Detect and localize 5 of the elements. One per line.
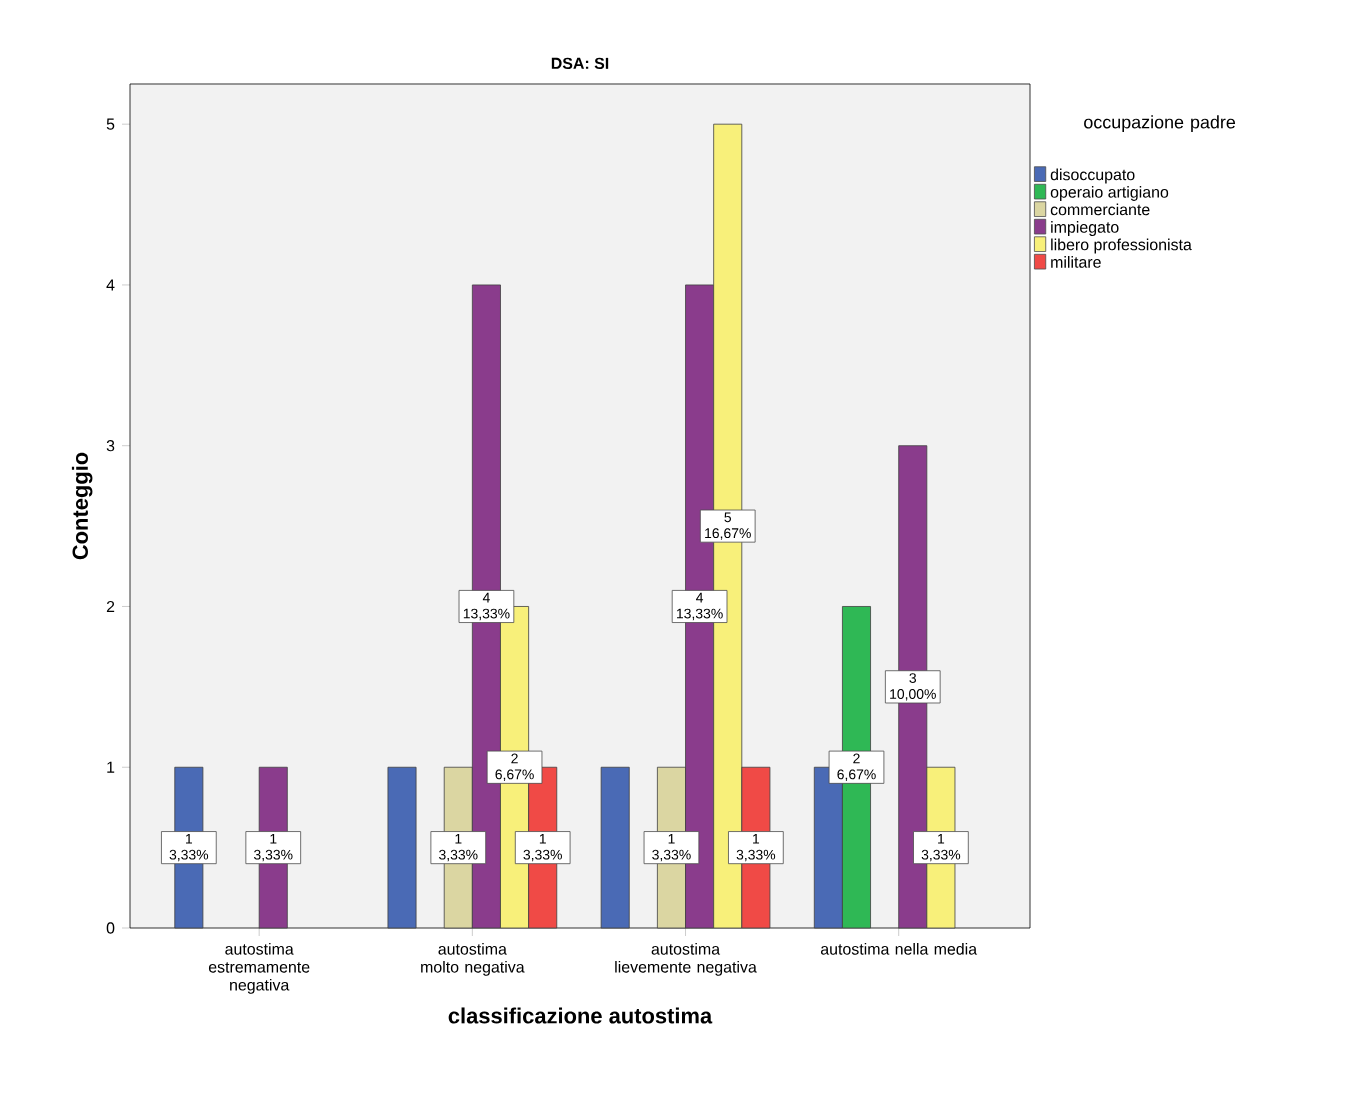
x-axis-title: classificazione autostima: [448, 1007, 713, 1024]
bar: [387, 766, 417, 929]
legend-title: occupazione padre: [1084, 115, 1236, 133]
y-axis-title: Conteggio: [71, 452, 93, 560]
bar: [600, 766, 630, 929]
